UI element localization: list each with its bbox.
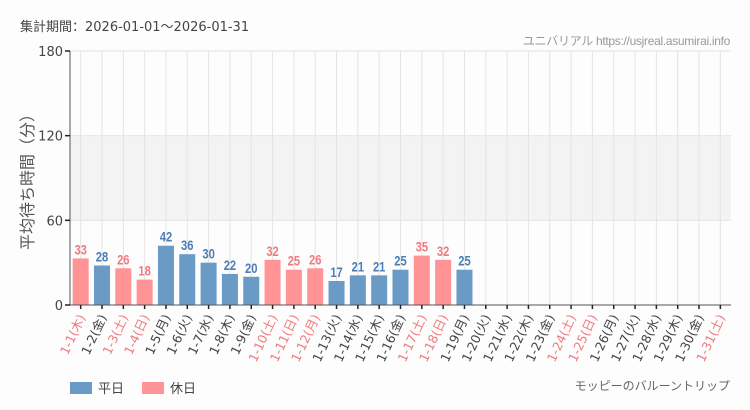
- bar: [72, 258, 89, 305]
- bar-value-label: 18: [138, 263, 150, 278]
- legend-holiday[interactable]: 休日: [142, 378, 196, 397]
- y-tick-label: 120: [38, 130, 63, 145]
- bar-value-label: 32: [266, 244, 278, 259]
- bar: [328, 281, 345, 305]
- legend-weekday-label: 平日: [98, 382, 125, 397]
- bar-value-label: 26: [117, 252, 129, 267]
- bar-value-label: 21: [352, 259, 364, 274]
- bar: [413, 255, 430, 305]
- bar-value-label: 25: [288, 254, 300, 269]
- attraction-name: モッピーのバルーントリップ: [574, 379, 730, 393]
- bar: [435, 259, 452, 305]
- bar: [243, 276, 260, 305]
- bar: [456, 269, 473, 305]
- bar-value-label: 21: [373, 259, 385, 274]
- legend-holiday-label: 休日: [170, 382, 197, 397]
- bar-value-label: 30: [202, 247, 214, 262]
- bar: [221, 273, 238, 305]
- legend-weekday[interactable]: 平日: [70, 378, 124, 397]
- bar: [349, 275, 366, 305]
- bar-value-label: 42: [160, 230, 172, 245]
- bar-value-label: 28: [96, 249, 108, 264]
- bar: [371, 275, 388, 305]
- bar: [136, 279, 153, 305]
- bar: [392, 269, 409, 305]
- bar-value-label: 33: [74, 242, 86, 257]
- weekday-swatch: [70, 381, 92, 394]
- y-tick-label: 0: [55, 299, 63, 314]
- bar-value-label: 35: [416, 239, 428, 254]
- bar-value-label: 17: [330, 265, 342, 280]
- bar: [115, 268, 132, 305]
- y-tick-label: 180: [38, 45, 63, 60]
- bar: [285, 269, 302, 305]
- bar-value-label: 36: [181, 238, 193, 253]
- period-label: 集計期間：2026-01-01～2026-01-31: [20, 20, 250, 35]
- y-tick-label: 60: [46, 214, 63, 229]
- bar-value-label: 22: [224, 258, 236, 273]
- bar: [157, 245, 174, 305]
- bar-value-label: 25: [458, 254, 470, 269]
- bar-value-label: 25: [394, 254, 406, 269]
- bar: [307, 268, 324, 305]
- legend: 平日 休日: [70, 378, 206, 397]
- holiday-swatch: [142, 381, 165, 394]
- bar: [93, 265, 110, 305]
- bar-value-label: 26: [309, 252, 321, 267]
- bar: [179, 254, 196, 305]
- site-credit: ユニバリアル https://usjreal.asumirai.info: [522, 34, 730, 48]
- bar: [264, 259, 281, 305]
- bar-value-label: 20: [245, 261, 257, 276]
- bar: [200, 262, 217, 305]
- bar-value-label: 32: [437, 244, 449, 259]
